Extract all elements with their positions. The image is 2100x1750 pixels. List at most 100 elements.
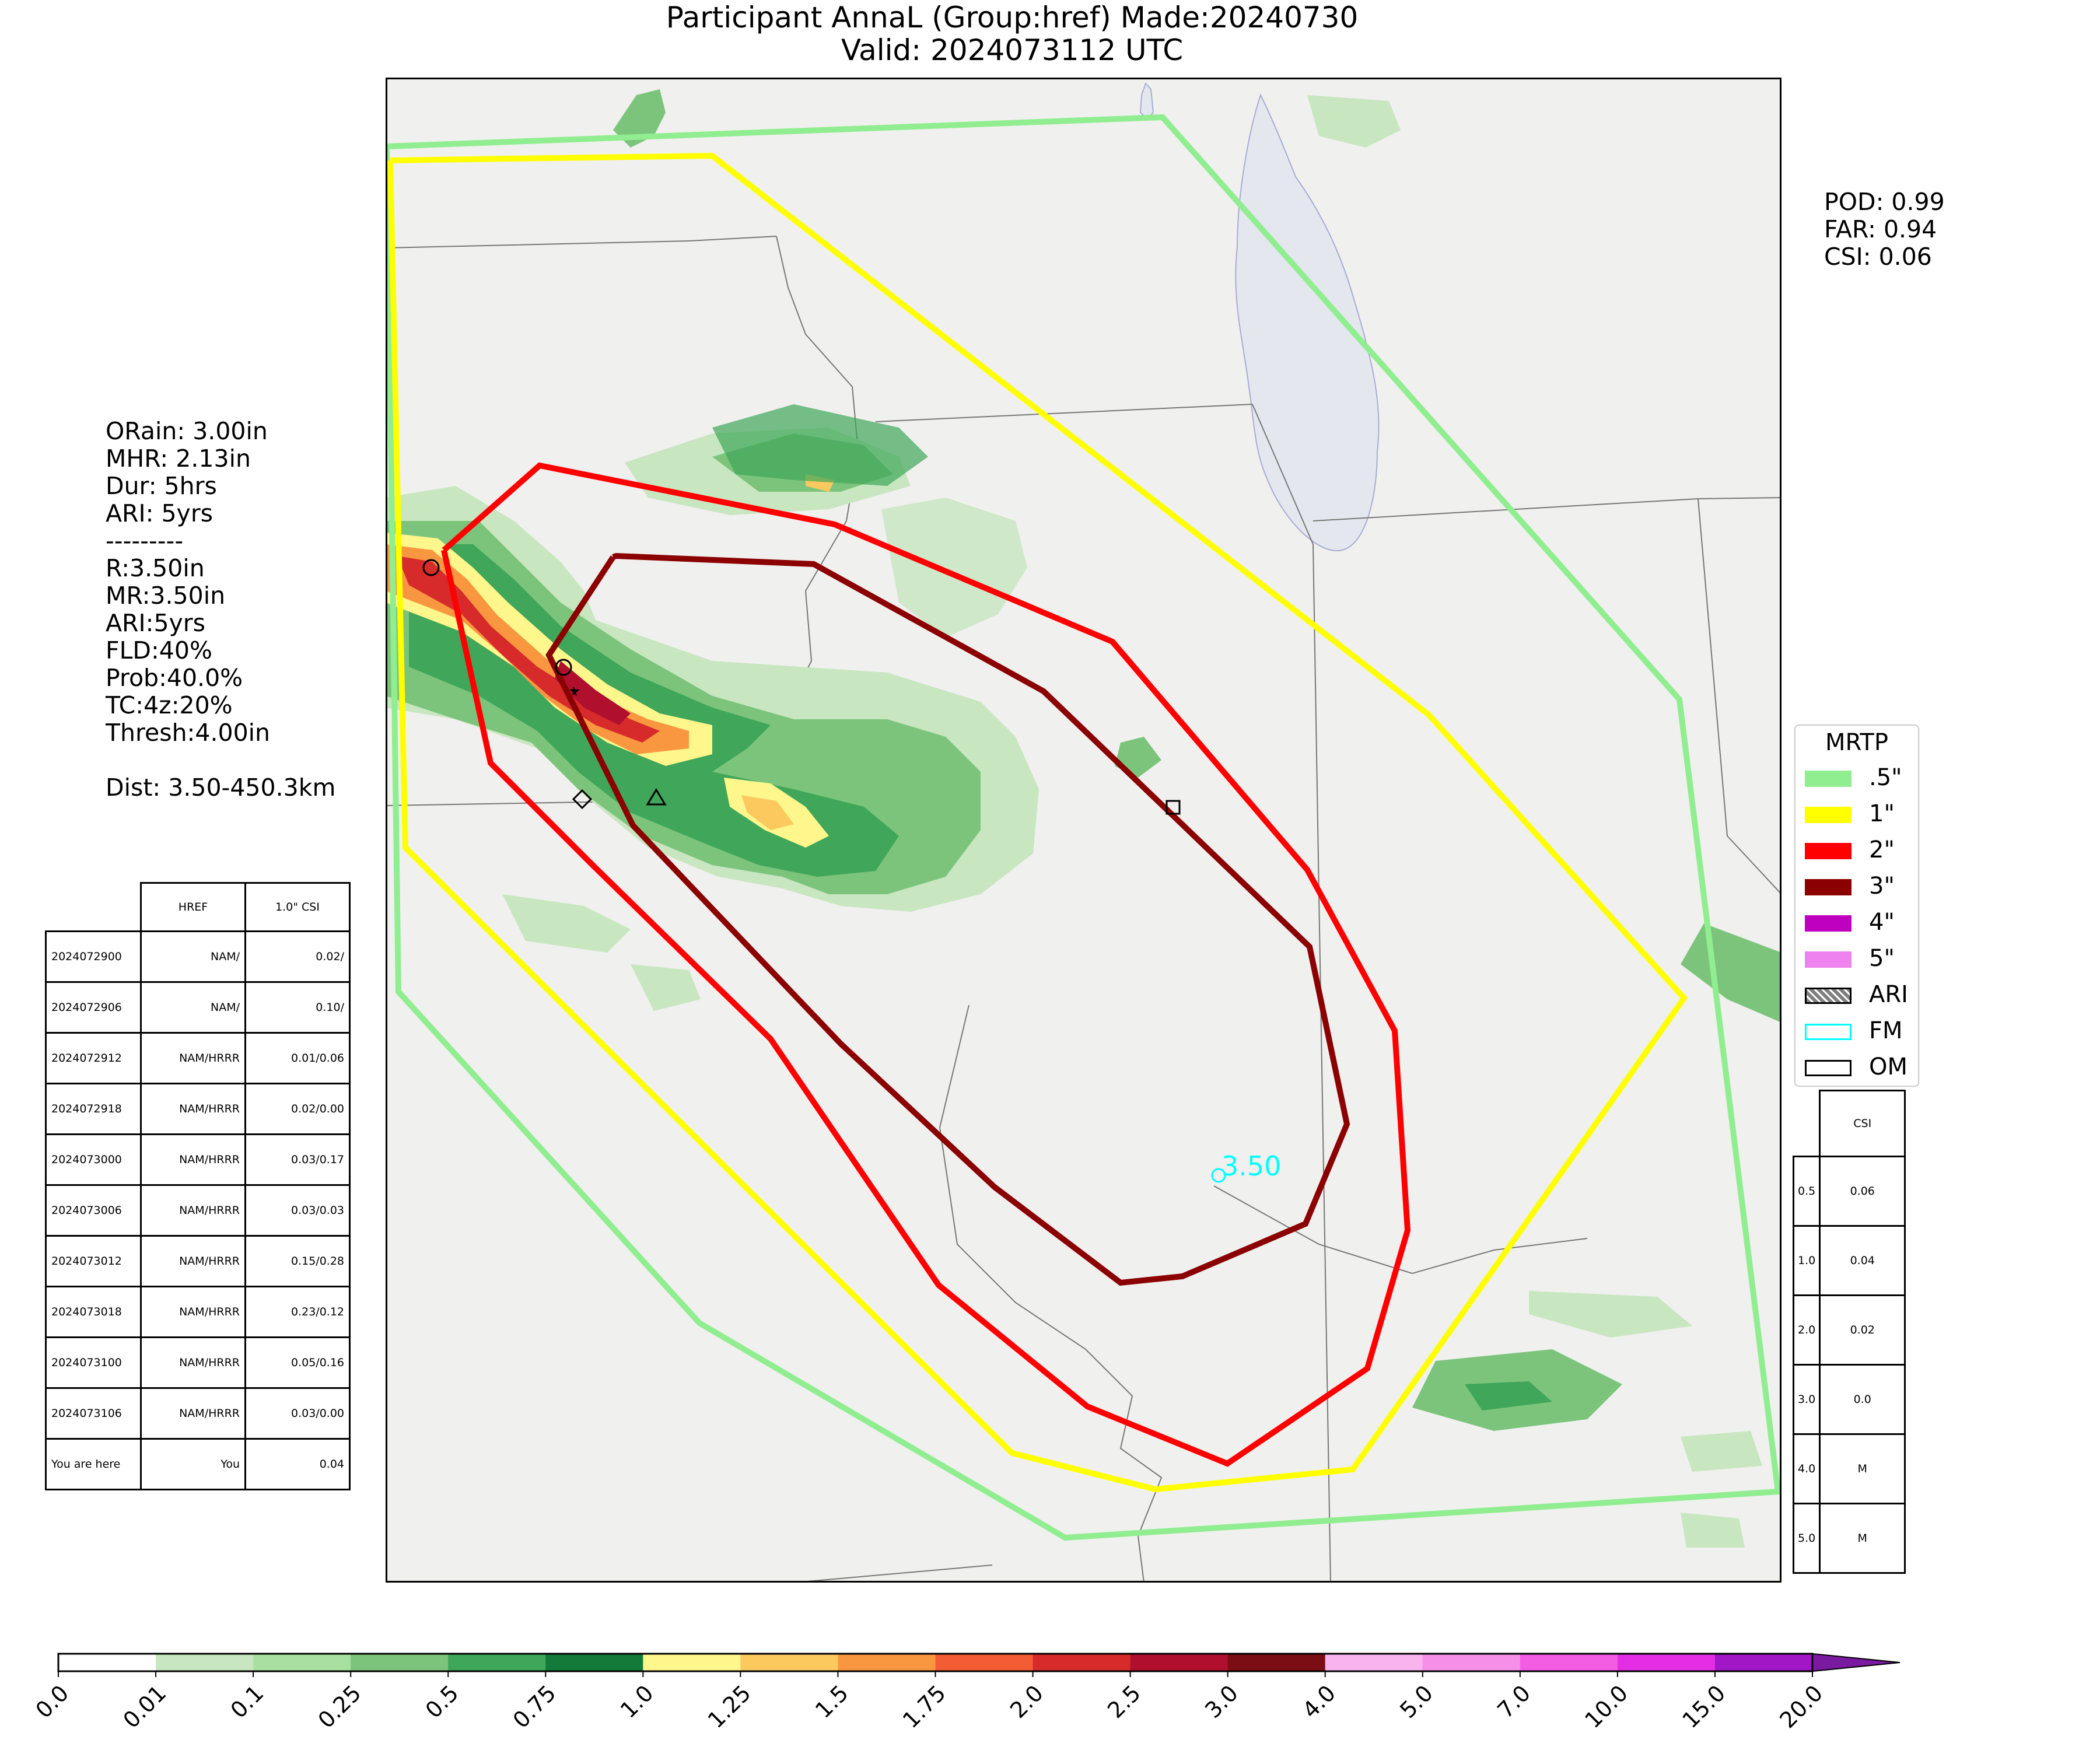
legend-label: 4": [1869, 909, 1895, 936]
observation-markers: [422, 559, 1181, 815]
legend-item: 5": [1796, 942, 1918, 978]
legend-item: 2": [1796, 833, 1918, 869]
obs-circle-marker: [555, 659, 572, 676]
csi-value-cell: M: [1819, 1433, 1906, 1504]
run-csi-cell: 0.03/0.00: [244, 1387, 351, 1440]
left-stat-line: ORain: 3.00in: [106, 417, 268, 445]
obs-triangle-marker: [646, 788, 667, 806]
run-table-corner: [46, 883, 142, 932]
csi-threshold-cell: 2.0: [1792, 1294, 1821, 1366]
colorbar-tick-label: 10.0: [1580, 1680, 1633, 1733]
run-csi-cell: 0.05/0.16: [244, 1336, 351, 1389]
run-date-cell: 2024072900: [45, 930, 142, 983]
colorbar-cell: [253, 1654, 351, 1671]
mrtp-legend: MRTP .5" 1" 2" 3" 4" 5" ARI FM OM: [1794, 724, 1919, 1087]
run-csi-cell: 0.10/: [244, 981, 351, 1034]
run-csi-cell: 0.03/0.03: [244, 1184, 351, 1237]
legend-swatch: [1805, 843, 1852, 859]
run-model-cell: NAM/HRRR: [140, 1336, 246, 1389]
legend-swatch: [1805, 1024, 1852, 1040]
csi-header: CSI: [1819, 1090, 1906, 1157]
left-stat-line: R:3.50in: [106, 554, 205, 582]
colorbar-cell: [58, 1654, 156, 1671]
left-stat-line: Thresh:4.00in: [106, 719, 271, 747]
far-score: FAR: 0.94: [1824, 215, 1937, 243]
csi-table-row: 1.0 0.04: [1792, 1225, 1906, 1296]
run-date-cell: 2024073012: [45, 1235, 142, 1287]
run-table-header: HREF 1.0" CSI: [46, 882, 351, 932]
left-stat-line: ARI:5yrs: [106, 609, 206, 637]
contour-0.5-inch: [386, 114, 1782, 1541]
left-stat-line: TC:4z:20%: [106, 691, 233, 719]
run-model-cell: NAM/HRRR: [140, 1083, 246, 1135]
colorbar-tick-label: 4.0: [1297, 1680, 1340, 1723]
colorbar-tick-label: 3.0: [1200, 1680, 1243, 1723]
run-model-cell: NAM/HRRR: [140, 1286, 246, 1338]
colorbar-cell: [448, 1654, 546, 1671]
csi-table-row: 2.0 0.02: [1792, 1294, 1906, 1366]
contour-3-inch: [545, 552, 1350, 1286]
legend-swatch: [1805, 951, 1852, 968]
model-run-table: HREF 1.0" CSI 2024072900 NAM/0.02/2024072…: [45, 882, 351, 1490]
legend-item: FM: [1796, 1014, 1918, 1050]
run-table-row: 2024072912 NAM/HRRR 0.01/0.06: [45, 1032, 351, 1084]
run-table-row: 2024073012 NAM/HRRR 0.15/0.28: [45, 1235, 351, 1287]
left-stat-line: Dist: 3.50-450.3km: [106, 774, 336, 802]
map-panel: 3.50: [386, 78, 1782, 1583]
lake-michigan: [1235, 93, 1380, 552]
legend-label: 3": [1869, 873, 1895, 900]
colorbar-tick-label: 7.0: [1492, 1680, 1535, 1723]
legend-swatch: [1805, 915, 1852, 932]
precip-colorbar: 0.0 0.01 0.1 0.25 0.5 0.75 1.0 1.25 1.5 1.75 2.0 2.…: [31, 1653, 1901, 1733]
run-date-cell: 2024072912: [45, 1032, 142, 1084]
run-table-row: 2024073000 NAM/HRRR 0.03/0.17: [45, 1133, 351, 1186]
colorbar-tick-label: 5.0: [1395, 1680, 1438, 1723]
precip-field: [386, 89, 1782, 1548]
title-line-1: Participant AnnaL (Group:href) Made:2024…: [666, 1, 1359, 34]
colorbar-cell: [643, 1654, 741, 1671]
left-stat-line: Prob:40.0%: [106, 664, 243, 692]
colorbar-cell: [838, 1654, 936, 1671]
run-date-cell: You are here: [45, 1438, 142, 1490]
header-href: HREF: [140, 882, 246, 932]
colorbar-cell: [1227, 1654, 1326, 1671]
csi-value-cell: 0.02: [1819, 1294, 1906, 1366]
run-date-cell: 2024073100: [45, 1336, 142, 1389]
colorbar-tick-label: 0.0: [31, 1680, 74, 1723]
run-table-row: 2024073006 NAM/HRRR 0.03/0.03: [45, 1184, 351, 1237]
colorbar-cell: [545, 1654, 643, 1671]
obs-diamond-marker: [572, 789, 593, 810]
csi-threshold-cell: 5.0: [1792, 1503, 1821, 1574]
map-background: [386, 78, 1782, 1583]
csi-table-corner: [1793, 1090, 1821, 1157]
colorbar-cell: [1130, 1654, 1228, 1671]
legend-label: 1": [1869, 800, 1895, 827]
colorbar-cell: [351, 1654, 449, 1671]
legend-item: OM: [1796, 1050, 1918, 1086]
contour-1-inch: [387, 152, 1688, 1493]
colorbar-tick-label: 0.5: [421, 1680, 464, 1723]
legend-label: ARI: [1869, 981, 1908, 1008]
legend-label: FM: [1869, 1017, 1903, 1044]
left-stat-line: ARI: 5yrs: [106, 499, 214, 527]
colorbar-cell: [935, 1654, 1034, 1671]
colorbar-cell: [156, 1654, 254, 1671]
run-csi-cell: 0.15/0.28: [244, 1235, 351, 1287]
csi-threshold-cell: 4.0: [1792, 1433, 1821, 1504]
csi-table-row: 4.0 M: [1792, 1433, 1906, 1504]
run-date-cell: 2024073018: [45, 1286, 142, 1338]
csi-table-row: 0.5 0.06: [1792, 1156, 1906, 1227]
colorbar-tick-label: 0.01: [118, 1680, 171, 1733]
run-date-cell: 2024073006: [45, 1184, 142, 1237]
map-title: Participant AnnaL (Group:href) Made:2024…: [385, 1, 1639, 66]
legend-item: 3": [1796, 869, 1918, 905]
left-stat-line: [106, 747, 335, 774]
csi-threshold-cell: 1.0: [1792, 1225, 1821, 1296]
run-date-cell: 2024072906: [45, 981, 142, 1034]
run-model-cell: NAM/HRRR: [140, 1387, 246, 1440]
legend-label: OM: [1869, 1054, 1908, 1080]
csi-value-cell: 0.0: [1819, 1364, 1906, 1435]
colorbar-tick-label: 0.1: [226, 1680, 269, 1723]
obs-star-marker: [569, 687, 580, 696]
csi-threshold-cell: 3.0: [1792, 1364, 1821, 1435]
